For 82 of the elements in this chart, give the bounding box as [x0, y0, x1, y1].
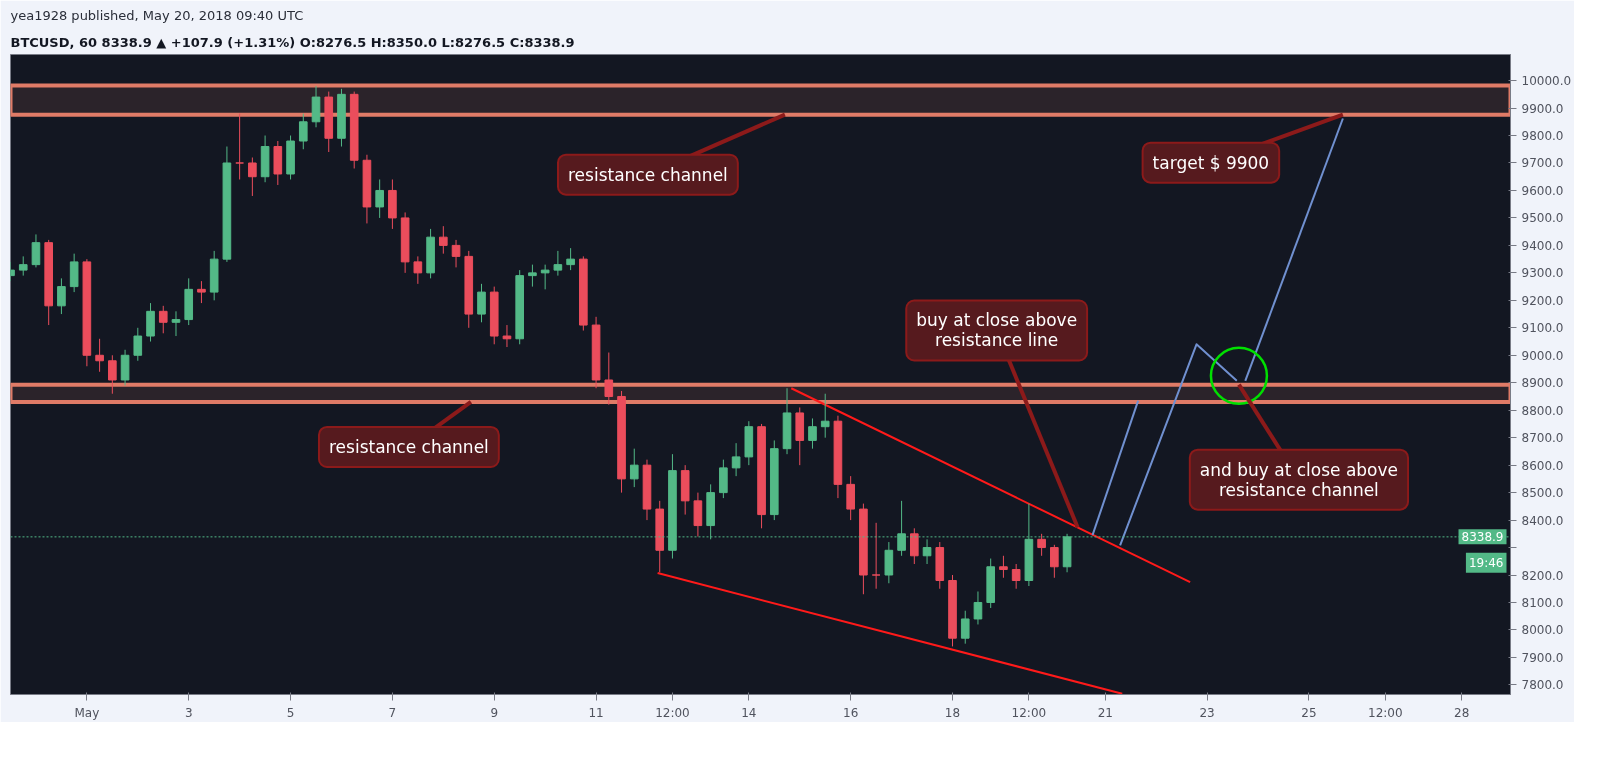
candlestick — [540, 264, 550, 290]
x-tick-label: 3 — [184, 705, 193, 720]
y-tick-label: 7900.0 — [1521, 650, 1564, 665]
candlestick — [108, 354, 117, 395]
candlestick — [731, 442, 741, 477]
y-tick-label: 9900.0 — [1521, 101, 1564, 116]
candlestick — [413, 255, 423, 285]
candlestick — [973, 591, 983, 625]
candlestick — [31, 233, 41, 268]
candlestick — [439, 225, 448, 255]
annotation: resistance channel — [328, 436, 489, 457]
x-tick-label: 5 — [286, 705, 295, 720]
x-tick-label: 14 — [741, 705, 757, 720]
candlestick — [375, 178, 384, 219]
candlestick — [1037, 533, 1046, 557]
y-tick-label: 9400.0 — [1521, 238, 1564, 253]
ref-line-label: 8338.9 — [1461, 530, 1504, 545]
y-tick-label: 9100.0 — [1521, 321, 1564, 336]
x-tick-label: 18 — [944, 705, 961, 720]
y-tick-label: 9700.0 — [1521, 156, 1564, 171]
candlestick — [171, 310, 181, 337]
x-tick-label: 12:00 — [1011, 705, 1047, 720]
y-tick-label: 9600.0 — [1521, 183, 1564, 198]
x-tick-label: 11 — [588, 705, 604, 720]
candlestick — [1011, 563, 1021, 590]
candlestick — [999, 555, 1008, 579]
annotation: 19:46 — [1468, 555, 1504, 570]
candlestick — [57, 277, 66, 315]
chart-subtitle: BTCUSD, 60 8338.9 ▲ +107.9 (+1.31%) O:8276.5 H:8350.0 L:8276.5 C:8338.9 — [10, 34, 575, 50]
candlestick — [95, 338, 104, 373]
y-tick-label: 9500.0 — [1521, 211, 1564, 226]
x-tick-label: 12:00 — [655, 705, 690, 720]
candlestick — [298, 113, 308, 150]
candlestick — [197, 280, 206, 304]
x-tick-label: 23 — [1199, 705, 1215, 720]
candlestick — [451, 239, 461, 268]
candlestick — [566, 247, 575, 271]
candlestick — [808, 417, 817, 450]
annotation: target $ 9900 — [1152, 152, 1270, 173]
y-tick-label: 10000.0 — [1521, 74, 1572, 89]
y-tick-label: 9200.0 — [1521, 293, 1564, 308]
annotation: buy at close above resistance line — [916, 310, 1078, 351]
y-tick-label: 9800.0 — [1521, 129, 1564, 144]
y-tick-label: 9300.0 — [1521, 266, 1564, 281]
y-tick-label: 8100.0 — [1521, 595, 1564, 610]
x-tick-label: May — [74, 705, 100, 720]
candlestick — [248, 157, 257, 197]
y-tick-label: 8400.0 — [1521, 513, 1564, 528]
candlestick — [871, 522, 881, 590]
y-tick-label: 8500.0 — [1521, 486, 1564, 501]
x-tick-label: 7 — [388, 705, 397, 720]
y-tick-label: 8800.0 — [1521, 403, 1564, 418]
x-tick-label: 9 — [490, 705, 499, 720]
candlestick — [960, 610, 970, 645]
y-tick-label: 7800.0 — [1521, 678, 1564, 693]
annotation: resistance channel — [567, 164, 728, 185]
y-tick-label: 9000.0 — [1521, 348, 1564, 363]
x-tick-label: 21 — [1097, 705, 1113, 720]
candlestick — [502, 324, 512, 348]
candlestick — [18, 255, 28, 277]
y-tick-label: 8600.0 — [1521, 458, 1564, 473]
x-tick-label: 12:00 — [1368, 705, 1403, 720]
candlestick — [629, 448, 639, 488]
y-tick-label: 8900.0 — [1521, 376, 1564, 391]
x-tick-label: 25 — [1301, 705, 1317, 720]
chart-title: yea1928 published, May 20, 2018 09:40 UTC — [10, 7, 304, 23]
y-tick-label: 8200.0 — [1521, 568, 1564, 583]
candlestick — [528, 264, 537, 288]
candlestick — [820, 393, 830, 439]
y-tick-label: 8000.0 — [1521, 623, 1564, 638]
x-tick-label: 28 — [1454, 705, 1470, 720]
annotation: and buy at close above resistance channel — [1199, 459, 1399, 500]
candlestick — [477, 283, 486, 323]
candlestick — [1050, 544, 1059, 579]
candlestick — [133, 327, 143, 362]
x-tick-label: 16 — [843, 705, 859, 720]
candlestick — [553, 250, 563, 277]
candlestick — [158, 305, 168, 334]
candlestick — [910, 527, 919, 565]
candlestick — [235, 113, 244, 180]
y-tick-label: 8700.0 — [1521, 431, 1564, 446]
candlestick — [604, 352, 614, 406]
